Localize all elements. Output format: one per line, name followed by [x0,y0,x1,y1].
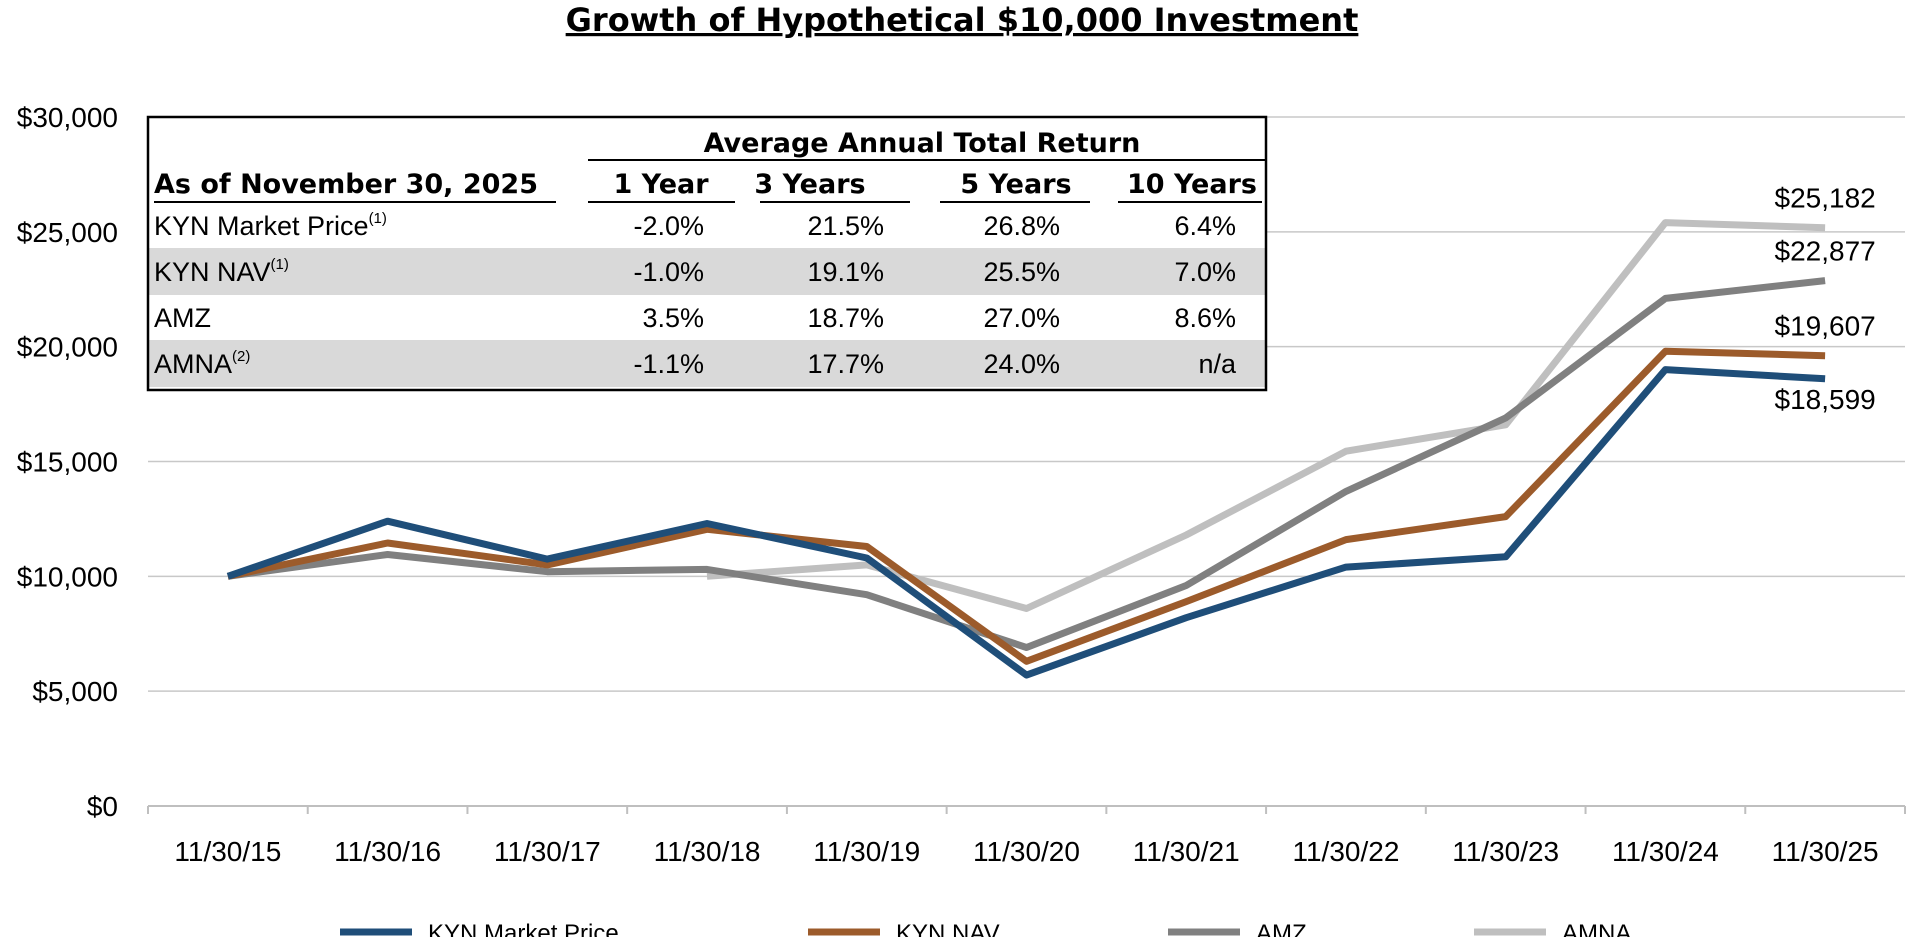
table-row-name: KYN Market Price(1) [154,210,387,241]
table-cell: 19.1% [807,257,884,287]
table-cell: 26.8% [983,211,1060,241]
y-tick-label: $5,000 [32,676,118,707]
x-tick-label: 11/30/19 [813,836,920,867]
row-name-text: AMNA [154,349,232,379]
table-group-header: Average Annual Total Return [704,128,1141,159]
axes: $0 $5,000 $10,000 $15,000 $20,000 $25,000 $30,… [17,102,1906,867]
x-tick-label: 11/30/18 [654,836,761,867]
table-cell: 21.5% [807,211,884,241]
x-tick-label: 11/30/17 [494,836,601,867]
series-line-amna [706,219,1826,612]
table-cell: 25.5% [983,257,1060,287]
table-border [146,115,1268,392]
table-col-header: 3 Years [754,169,865,200]
table-cell: 7.0% [1174,257,1236,287]
row-footnote-ref: (1) [271,256,289,273]
x-tick-label: 11/30/22 [1292,836,1399,867]
table-col-header: 1 Year [613,169,709,200]
series-line-kyn-market-price [226,366,1826,679]
table-cell: -1.1% [633,349,704,379]
series-line-amz [227,277,1826,651]
table-cell: 18.7% [807,303,884,333]
table-row-shade [148,340,1266,387]
row-footnote-ref: (1) [369,210,387,227]
table-cell: 8.6% [1174,303,1236,333]
end-value-labels: $25,182 $22,877 $19,607 $18,599 [1775,183,1876,415]
table-cell: 17.7% [807,349,884,379]
table-as-of: As of November 30, 2025 [154,169,538,200]
x-tick-label: 11/30/16 [334,836,441,867]
row-name-text: KYN Market Price [154,211,369,241]
table-row-shade [148,248,1266,295]
table-row-name: AMZ [154,303,211,333]
x-tick-label: 11/30/24 [1612,836,1719,867]
legend-label: AMZ [1256,920,1307,937]
row-footnote-ref: (2) [232,348,250,365]
table-row-name: AMNA(2) [154,348,250,379]
x-tick-label: 11/30/15 [174,836,281,867]
row-name-text: AMZ [154,303,211,333]
x-tick-label: 11/30/21 [1133,836,1240,867]
table-row-name: KYN NAV(1) [154,256,289,287]
end-label: $19,607 [1775,311,1876,342]
table-cell: 27.0% [983,303,1060,333]
x-tick-label: 11/30/20 [973,836,1080,867]
series-lines [226,219,1826,679]
legend-label: KYN NAV [896,920,1000,937]
x-tick-label: 11/30/23 [1452,836,1559,867]
x-tick-label: 11/30/25 [1772,836,1879,867]
chart-title: Growth of Hypothetical $10,000 Investmen… [566,1,1359,39]
y-tick-label: $20,000 [17,332,118,363]
legend: KYN Market Price KYN NAV AMZ AMNA [340,920,1631,937]
y-tick-label: $25,000 [17,217,118,248]
end-label: $25,182 [1775,183,1876,214]
table-cell: -2.0% [633,211,704,241]
y-tick-label: $10,000 [17,561,118,592]
legend-label: KYN Market Price [428,920,619,937]
table-cell: 24.0% [983,349,1060,379]
table-col-header: 5 Years [960,169,1071,200]
legend-label: AMNA [1562,920,1631,937]
end-label: $18,599 [1775,384,1876,415]
table-cell: 3.5% [642,303,704,333]
table-cell: -1.0% [633,257,704,287]
returns-table: Average Annual Total Return As of Novembe… [146,115,1268,392]
series-line-kyn-nav [227,347,1826,665]
table-col-header: 10 Years [1127,169,1257,200]
end-label: $22,877 [1775,236,1876,267]
y-tick-label: $30,000 [17,102,118,133]
row-name-text: KYN NAV [154,257,271,287]
y-tick-label: $0 [87,791,118,822]
table-cell: 6.4% [1174,211,1236,241]
table-cell: n/a [1198,349,1237,379]
y-tick-label: $15,000 [17,447,118,478]
